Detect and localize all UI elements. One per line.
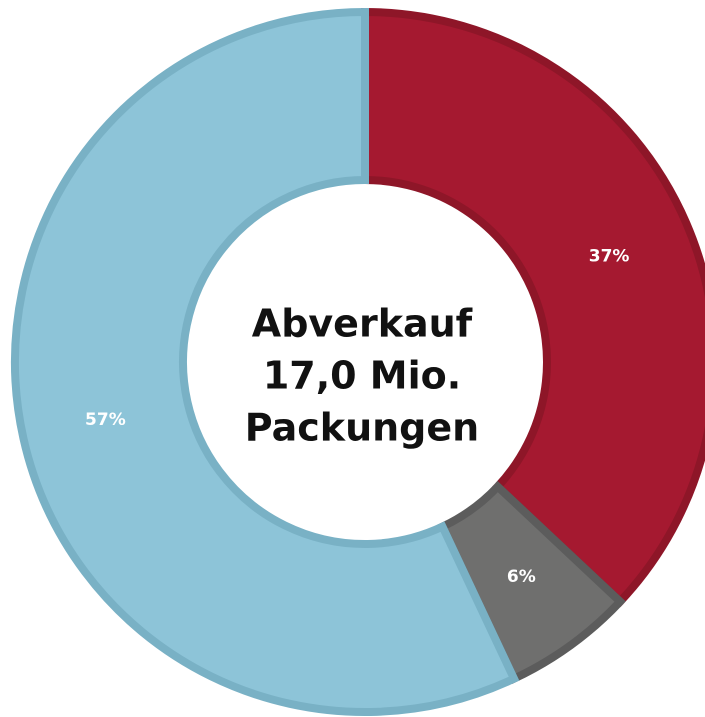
center-label: Packungen xyxy=(245,406,479,450)
center-label: 17,0 Mio. xyxy=(263,354,461,398)
slice xyxy=(361,7,705,608)
value-label: 57% xyxy=(85,410,126,430)
slice xyxy=(11,7,520,716)
slices xyxy=(11,7,705,716)
value-label: 6% xyxy=(507,567,536,587)
value-label: 37% xyxy=(589,246,630,266)
center-label: Abverkauf xyxy=(252,302,473,346)
